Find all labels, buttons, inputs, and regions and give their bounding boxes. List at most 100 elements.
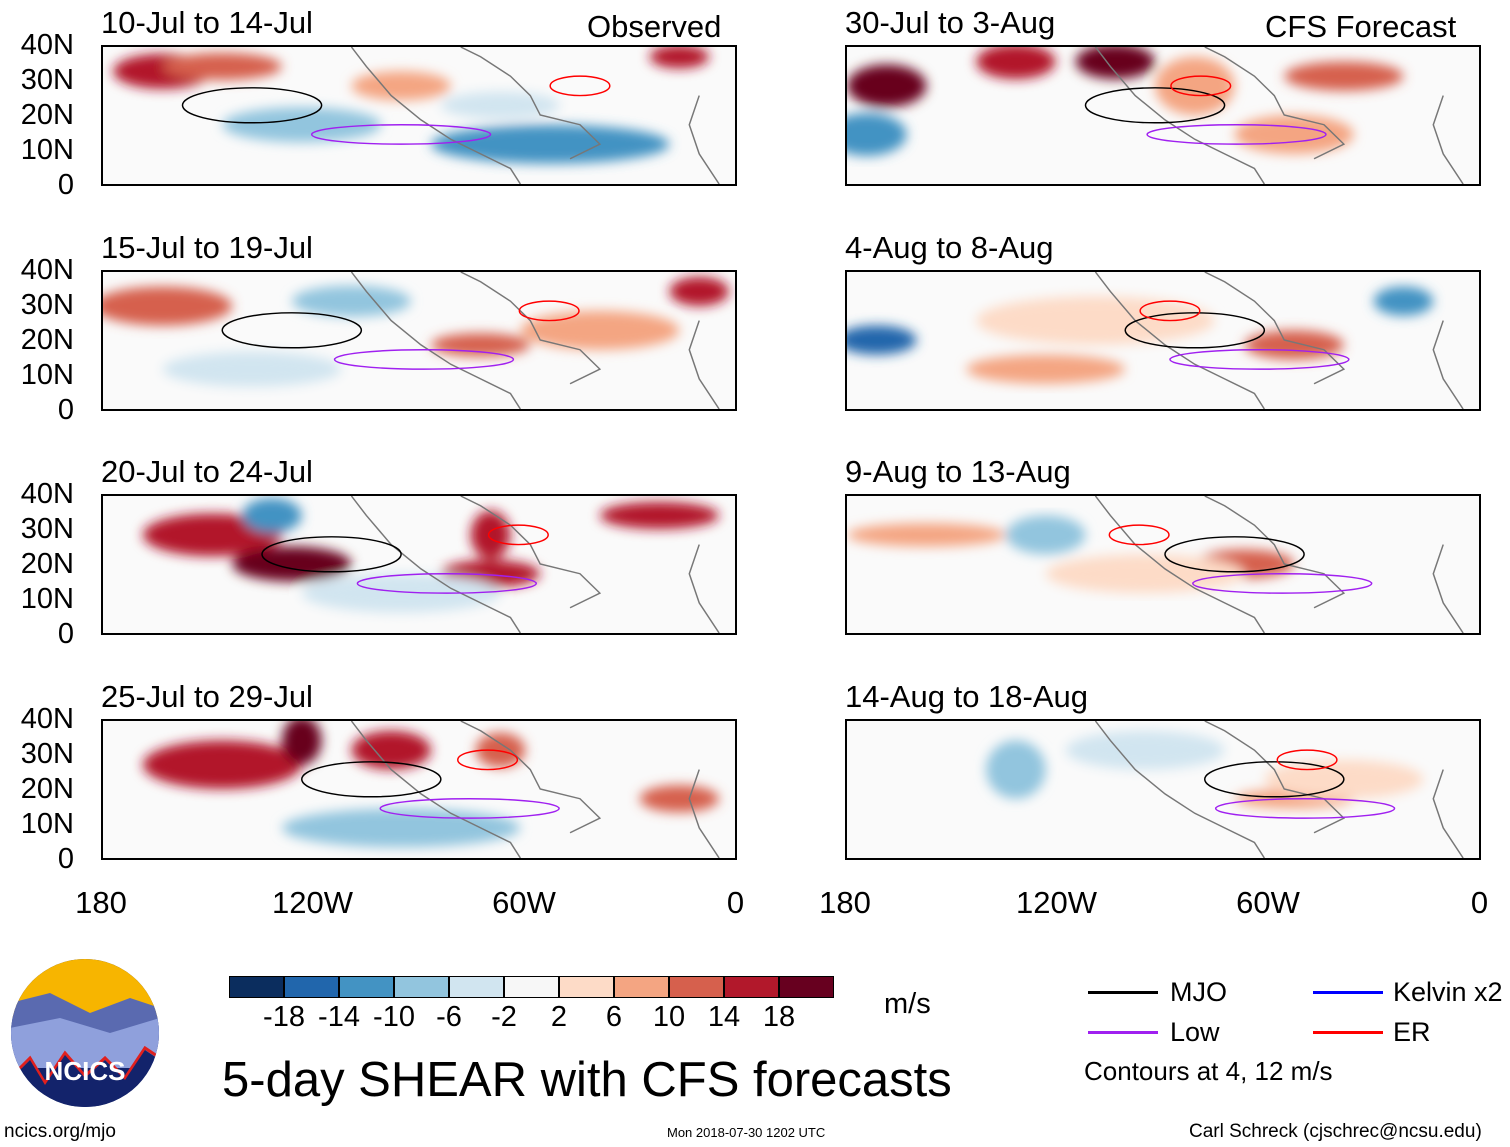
shear-anomaly-blob: [966, 354, 1126, 384]
shear-anomaly-blob: [142, 740, 302, 790]
low-contour: [310, 124, 492, 145]
shear-map-panel: [101, 494, 737, 635]
main-title: 5-day SHEAR with CFS forecasts: [222, 1053, 952, 1107]
colorbar-tick-label: 6: [605, 1001, 623, 1033]
coastline: [350, 47, 720, 184]
shear-anomaly-blob: [599, 501, 720, 530]
colorbar-swatch: [614, 976, 669, 998]
legend-line-mjo: [1088, 991, 1158, 994]
shear-anomaly-blob: [281, 721, 322, 765]
logo-text: NCICS: [45, 1056, 126, 1086]
legend-label-mjo: MJO: [1170, 977, 1227, 1007]
shear-anomaly-blob: [103, 286, 233, 326]
shear-anomaly-blob: [986, 740, 1046, 799]
shear-map-panel: [845, 719, 1481, 860]
shear-anomaly-blob: [242, 497, 302, 533]
shear-anomaly-blob: [847, 325, 917, 355]
footer-author: Carl Schreck (cjschrec@ncsu.edu): [1189, 1121, 1482, 1142]
shear-anomaly-blob: [475, 732, 526, 768]
shear-map-panel: [845, 45, 1481, 186]
panel-title: 25-Jul to 29-Jul: [101, 679, 313, 714]
coastline: [1094, 496, 1464, 633]
er-contour: [549, 75, 611, 97]
y-tick-label: 40N: [20, 703, 74, 735]
shear-anomaly-blob: [520, 310, 680, 350]
shear-anomaly-blob: [440, 91, 561, 119]
shear-anomaly-blob: [430, 333, 531, 357]
colorbar-swatch: [779, 976, 834, 998]
legend-label-kelvin: Kelvin x2: [1393, 977, 1503, 1007]
colorbar-swatch: [669, 976, 724, 998]
shear-anomaly-blob: [430, 124, 670, 164]
ncics-logo: NCICS: [10, 958, 160, 1108]
shear-anomaly-blob: [291, 285, 412, 317]
shear-anomaly-blob: [976, 296, 1215, 345]
mjo-contour: [300, 761, 442, 798]
shear-anomaly-blob: [1045, 554, 1245, 594]
low-contour: [333, 349, 515, 370]
shear-anomaly-blob: [222, 107, 382, 143]
mjo-contour: [1084, 87, 1226, 124]
colorbar-units: m/s: [884, 988, 931, 1020]
shear-anomaly-blob: [847, 64, 927, 108]
x-tick-label: 180: [819, 885, 871, 920]
y-tick-label: 30N: [20, 289, 74, 321]
shear-anomaly-blob: [847, 113, 907, 156]
colorbar-swatch: [339, 976, 394, 998]
y-tick-label: 20N: [20, 548, 74, 580]
low-contour: [356, 573, 538, 594]
y-tick-label: 20N: [20, 99, 74, 131]
colorbar-tick-label: 2: [550, 1001, 568, 1033]
y-tick-label: 20N: [20, 324, 74, 356]
shear-map-panel: [845, 494, 1481, 635]
shear-anomaly-blob: [162, 52, 282, 81]
y-tick-label: 10N: [20, 134, 74, 166]
colorbar-tick-label: -2: [491, 1001, 517, 1033]
er-contour: [487, 524, 549, 546]
shear-map-panel: [845, 270, 1481, 411]
y-tick-label: 0: [57, 169, 74, 201]
low-contour: [1214, 798, 1396, 819]
panel-title: 14-Aug to 18-Aug: [845, 679, 1089, 714]
shear-anomaly-blob: [232, 546, 352, 582]
footer-link[interactable]: ncics.org/mjo: [4, 1121, 116, 1142]
colorbar-swatch: [449, 976, 504, 998]
x-tick-label: 60W: [1236, 885, 1300, 920]
colorbar-tick-label: 14: [707, 1001, 741, 1033]
panel-title: 30-Jul to 3-Aug: [845, 5, 1056, 40]
shear-anomaly-blob: [301, 573, 501, 613]
panel-title: 9-Aug to 13-Aug: [845, 454, 1071, 489]
x-tick-label: 120W: [272, 885, 353, 920]
shear-anomaly-blob: [162, 351, 342, 387]
shear-anomaly-blob: [649, 47, 710, 69]
legend-line-er: [1313, 1031, 1383, 1034]
legend-line-kelvin: [1313, 991, 1383, 994]
shear-anomaly-blob: [669, 276, 730, 307]
colorbar-tick-label: -18: [263, 1001, 305, 1033]
y-tick-label: 10N: [20, 359, 74, 391]
x-tick-label: 180: [75, 885, 127, 920]
legend-label-low: Low: [1170, 1017, 1220, 1047]
mjo-contour: [261, 536, 402, 573]
mjo-contour: [1164, 536, 1305, 573]
low-contour: [1192, 573, 1373, 594]
shear-anomaly-blob: [976, 47, 1056, 80]
panel-title: 10-Jul to 14-Jul: [101, 5, 313, 40]
shear-anomaly-blob: [1373, 286, 1434, 316]
er-contour: [1108, 524, 1170, 546]
shear-anomaly-blob: [847, 523, 1006, 547]
observed-label: Observed: [587, 9, 722, 44]
legend-label-er: ER: [1393, 1017, 1431, 1047]
y-tick-label: 30N: [20, 64, 74, 96]
mjo-contour: [1124, 312, 1266, 349]
shear-anomaly-blob: [1065, 730, 1225, 770]
y-tick-label: 10N: [20, 808, 74, 840]
colorbar-tick-label: -14: [318, 1001, 360, 1033]
contour-note: Contours at 4, 12 m/s: [1084, 1056, 1333, 1086]
colorbar-swatch: [724, 976, 779, 998]
shear-map-panel: [101, 270, 737, 411]
er-contour: [1276, 749, 1338, 771]
colorbar-swatch: [504, 976, 559, 998]
y-tick-label: 0: [57, 843, 74, 875]
panel-title: 15-Jul to 19-Jul: [101, 230, 313, 265]
